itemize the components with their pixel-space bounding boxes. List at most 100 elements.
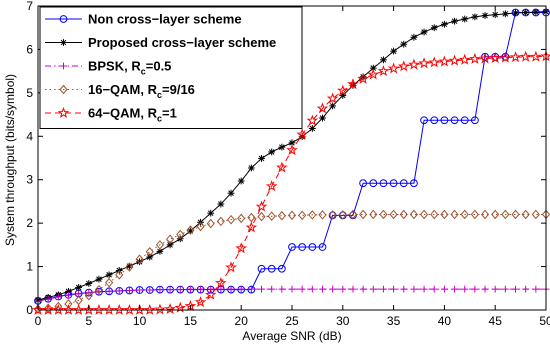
data-point bbox=[408, 58, 420, 70]
x-tick-label: 20 bbox=[235, 314, 249, 328]
data-point bbox=[42, 303, 54, 315]
x-axis-label: Average SNR (dB) bbox=[242, 329, 341, 343]
legend-label: Non cross−layer scheme bbox=[88, 12, 242, 27]
data-point bbox=[318, 243, 327, 251]
y-axis-label: System throughput (bits/symbol) bbox=[3, 74, 17, 246]
data-point bbox=[196, 221, 205, 232]
data-point bbox=[451, 17, 458, 25]
data-point bbox=[277, 264, 286, 273]
data-point bbox=[470, 209, 479, 220]
data-point bbox=[216, 216, 225, 227]
y-tick-label: 4 bbox=[26, 129, 33, 143]
data-point bbox=[521, 209, 530, 220]
data-point bbox=[512, 285, 519, 293]
data-point bbox=[532, 285, 540, 293]
data-point bbox=[348, 209, 358, 220]
y-tick-label: 2 bbox=[26, 216, 33, 230]
data-point bbox=[530, 50, 542, 62]
legend-entry-1: Non cross−layer scheme bbox=[45, 12, 242, 27]
data-point bbox=[103, 303, 115, 315]
data-point bbox=[319, 114, 326, 122]
legend-label: Proposed cross−layer scheme bbox=[88, 35, 276, 50]
data-point bbox=[125, 262, 134, 272]
data-point bbox=[54, 301, 63, 312]
data-point bbox=[319, 285, 326, 293]
x-tick-label: 25 bbox=[285, 314, 299, 328]
data-point bbox=[329, 285, 337, 293]
data-point bbox=[461, 15, 469, 23]
data-point bbox=[430, 116, 439, 125]
data-point bbox=[501, 10, 509, 18]
data-point bbox=[176, 286, 184, 293]
data-point bbox=[369, 64, 377, 72]
data-point bbox=[440, 116, 449, 125]
data-point bbox=[491, 11, 499, 19]
data-point bbox=[359, 209, 368, 220]
data-point bbox=[359, 179, 368, 188]
data-point bbox=[532, 8, 540, 16]
data-point bbox=[451, 285, 458, 293]
data-point bbox=[217, 285, 225, 293]
data-point bbox=[225, 261, 237, 273]
x-tick-label: 15 bbox=[184, 314, 198, 328]
data-point bbox=[154, 303, 166, 315]
data-point bbox=[75, 284, 83, 291]
data-point bbox=[136, 258, 143, 266]
data-point bbox=[247, 285, 255, 293]
data-point bbox=[227, 285, 235, 293]
data-point bbox=[308, 210, 317, 220]
data-point bbox=[65, 291, 72, 299]
data-point bbox=[44, 295, 52, 303]
data-point bbox=[84, 290, 93, 301]
data-point bbox=[420, 116, 428, 125]
data-point bbox=[499, 51, 512, 63]
data-point bbox=[450, 209, 459, 220]
data-point bbox=[62, 303, 75, 315]
data-point bbox=[480, 209, 490, 220]
data-point bbox=[126, 287, 133, 294]
data-point bbox=[267, 264, 276, 273]
data-point bbox=[308, 285, 316, 293]
data-point bbox=[531, 209, 540, 220]
data-point bbox=[237, 285, 245, 293]
data-point bbox=[318, 210, 327, 220]
data-point bbox=[379, 179, 388, 188]
data-point bbox=[105, 271, 113, 279]
data-point bbox=[93, 303, 105, 315]
data-point bbox=[390, 47, 397, 55]
data-point bbox=[418, 57, 430, 69]
data-point bbox=[298, 243, 307, 251]
data-point bbox=[400, 285, 408, 293]
legend-marker bbox=[60, 62, 67, 70]
data-point bbox=[339, 285, 347, 293]
data-point bbox=[267, 211, 276, 221]
data-point bbox=[288, 243, 296, 251]
data-point bbox=[471, 13, 479, 21]
data-point bbox=[288, 285, 296, 293]
data-point bbox=[410, 179, 418, 188]
data-point bbox=[430, 24, 438, 32]
data-point bbox=[389, 209, 398, 220]
data-point bbox=[64, 299, 73, 309]
x-tick-label: 0 bbox=[35, 314, 42, 328]
data-point bbox=[471, 285, 479, 293]
data-point bbox=[316, 102, 329, 114]
data-point bbox=[32, 303, 44, 315]
data-point bbox=[420, 285, 428, 293]
data-point bbox=[85, 280, 93, 287]
data-point bbox=[400, 40, 408, 48]
data-point bbox=[105, 287, 113, 295]
legend-marker bbox=[59, 15, 68, 23]
data-point bbox=[296, 128, 308, 140]
data-point bbox=[133, 303, 146, 315]
data-point bbox=[337, 84, 349, 96]
data-point bbox=[115, 270, 124, 280]
data-point bbox=[115, 287, 123, 295]
data-point bbox=[481, 285, 489, 293]
data-point bbox=[206, 218, 215, 229]
data-point bbox=[306, 114, 319, 126]
data-point bbox=[369, 209, 378, 220]
data-point bbox=[308, 125, 316, 132]
data-point bbox=[215, 277, 227, 288]
